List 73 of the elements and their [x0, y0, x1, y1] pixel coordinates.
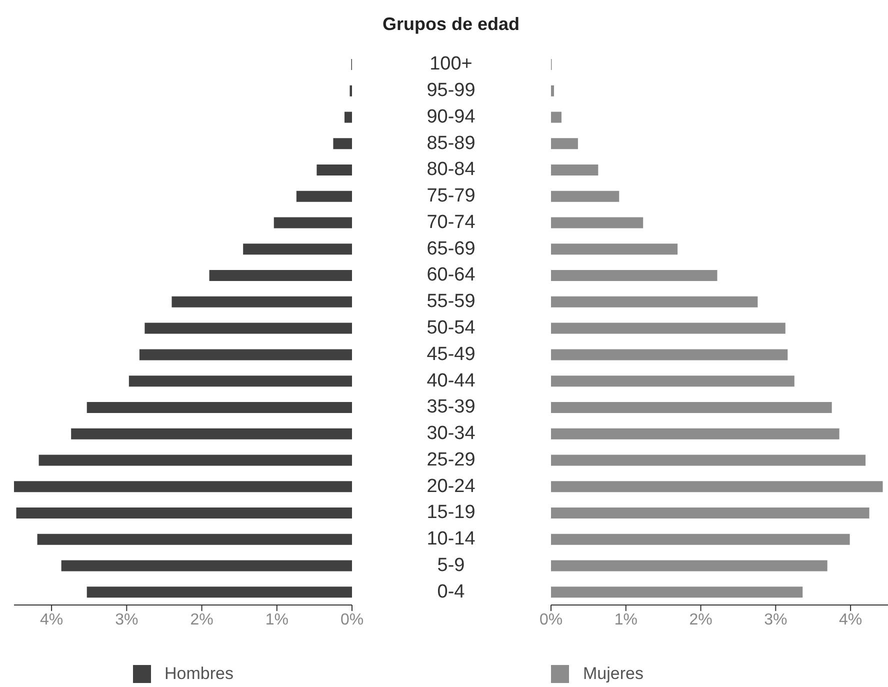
bar — [551, 534, 850, 545]
bar — [551, 296, 758, 308]
bar — [551, 138, 578, 150]
bar — [172, 296, 352, 308]
bar — [551, 244, 678, 255]
x-tick-label: 0% — [539, 611, 563, 628]
bar — [139, 349, 352, 360]
bar — [551, 85, 554, 96]
x-tick-label: 2% — [689, 611, 712, 628]
y-tick-label: 95-99 — [426, 80, 476, 102]
bar — [551, 402, 832, 413]
bar — [316, 164, 352, 176]
bar — [344, 112, 352, 123]
y-tick-label: 65-69 — [426, 238, 476, 260]
y-tick-label: 25-29 — [426, 449, 476, 470]
bar — [551, 164, 598, 176]
bar — [243, 244, 352, 255]
y-tick-label: 15-19 — [426, 502, 476, 524]
y-tick-label: 20-24 — [426, 476, 476, 497]
bar — [551, 428, 840, 440]
bar — [86, 586, 352, 598]
y-tick-label: 50-54 — [426, 318, 476, 338]
bar — [333, 138, 352, 150]
x-tick-label: 1% — [614, 611, 638, 628]
x-tick-label: 4% — [40, 611, 64, 628]
y-tick-label: 0-4 — [437, 581, 466, 602]
y-tick-label: 10-14 — [426, 528, 476, 550]
y-tick-label: 55-59 — [426, 291, 476, 312]
legend-label: Hombres — [164, 664, 234, 684]
bar — [274, 217, 352, 228]
bar — [551, 560, 828, 572]
y-tick-label: 90-94 — [426, 106, 476, 128]
y-tick-label: 75-79 — [426, 186, 476, 207]
bar — [144, 322, 352, 334]
x-tick-label: 3% — [764, 611, 788, 628]
bar — [16, 507, 352, 518]
bar — [551, 322, 786, 334]
y-tick-label: 85-89 — [426, 132, 476, 154]
bar — [38, 454, 352, 466]
x-tick-label: 0% — [340, 611, 364, 628]
bar — [551, 190, 620, 202]
y-tick-label: 35-39 — [426, 396, 476, 418]
y-tick-label: 30-34 — [426, 423, 476, 444]
bar — [551, 349, 788, 360]
bar — [551, 270, 718, 282]
y-axis-title: Grupos de edad — [381, 14, 521, 35]
bar — [551, 217, 644, 228]
y-tick-label: 60-64 — [426, 264, 476, 286]
y-tick-label: 80-84 — [426, 159, 476, 180]
y-tick-label: 45-49 — [426, 344, 476, 365]
legend-label: Mujeres — [583, 664, 644, 684]
bar — [14, 481, 352, 492]
bar — [61, 560, 352, 572]
x-tick-label: 4% — [838, 611, 862, 628]
x-tick-label: 3% — [115, 611, 138, 628]
bar — [86, 402, 352, 413]
bar — [209, 270, 352, 282]
bar — [551, 112, 562, 123]
bar — [551, 481, 883, 492]
y-tick-label: 40-44 — [426, 370, 476, 392]
bar — [551, 507, 870, 518]
bar — [37, 534, 352, 545]
bar — [551, 376, 794, 387]
x-tick-label: 1% — [265, 611, 288, 628]
y-tick-label: 70-74 — [426, 212, 476, 233]
y-tick-label: 5-9 — [437, 554, 465, 576]
bar — [551, 454, 866, 466]
x-tick-label: 2% — [190, 611, 214, 628]
bar — [128, 376, 352, 387]
bar — [71, 428, 352, 440]
y-tick-label: 100+ — [430, 54, 472, 75]
bar — [551, 586, 803, 598]
bar — [296, 190, 352, 202]
